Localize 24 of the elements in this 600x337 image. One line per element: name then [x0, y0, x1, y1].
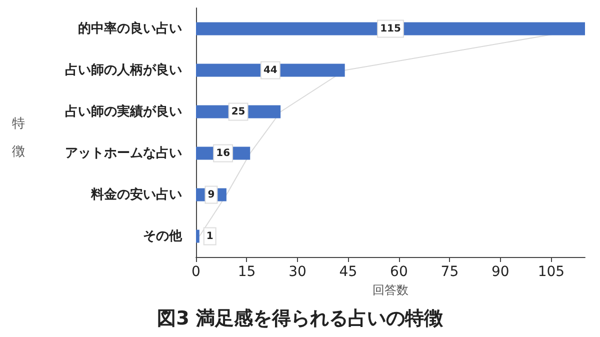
x-tick-label: 90 — [492, 264, 510, 280]
data-label: 44 — [263, 64, 278, 76]
bar — [196, 230, 200, 243]
x-tick-label: 60 — [390, 264, 408, 280]
y-axis-title: 特徴 — [12, 116, 25, 160]
y-tick-label: 占い師の実績が良い — [65, 103, 182, 120]
x-tick-label: 30 — [288, 264, 306, 280]
x-tick-label: 45 — [339, 264, 358, 280]
data-label: 25 — [231, 106, 246, 118]
y-tick-label: 的中率の良い占い — [78, 20, 182, 36]
data-label: 9 — [208, 189, 215, 200]
y-tick-label: 料金の安い占い — [90, 186, 182, 202]
data-label: 16 — [216, 148, 230, 159]
y-tick-label: 占い師の人柄が良い — [65, 62, 182, 78]
text: 図3 満足感を得られる占いの特徴 — [157, 308, 444, 330]
data-label: 1 — [206, 230, 214, 242]
y-tick-label: アットホームな占い — [65, 146, 182, 161]
x-axis-title: 回答数 — [372, 282, 408, 297]
x-tick-label: 75 — [440, 264, 459, 280]
x-tick-label: 105 — [538, 264, 565, 280]
x-tick-label: 0 — [192, 264, 200, 280]
x-tick-label: 15 — [238, 264, 256, 280]
y-tick-label: その他 — [143, 228, 183, 244]
data-label: 115 — [380, 23, 401, 34]
